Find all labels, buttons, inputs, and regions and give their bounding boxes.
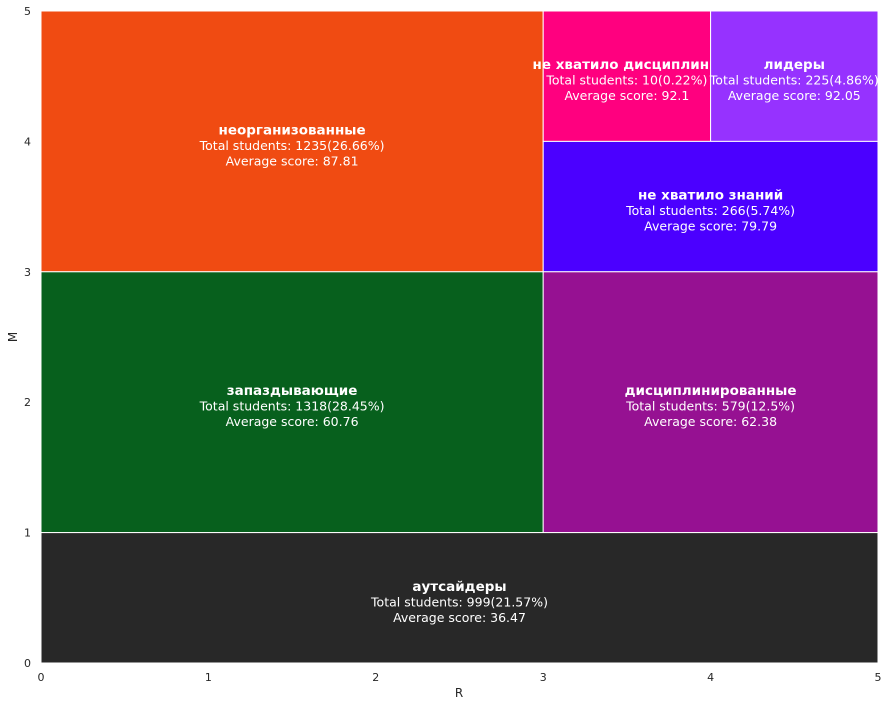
segment-rect [542, 10, 712, 142]
segment-name: лидеры [764, 57, 825, 73]
segment-score: Average score: 92.05 [728, 88, 861, 103]
x-tick-label: 2 [372, 671, 379, 684]
y-tick-label: 5 [24, 5, 31, 18]
segment-name: не хватило знаний [638, 188, 783, 204]
x-tick-label: 4 [707, 671, 714, 684]
segment-name: дисциплинированные [625, 383, 797, 399]
segment-students: Total students: 266(5.74%) [625, 203, 795, 218]
y-tick-label: 2 [24, 396, 31, 409]
segment-name: аутсайдеры [412, 579, 506, 595]
segment-rect [40, 271, 544, 534]
segment-score: Average score: 36.47 [393, 610, 526, 625]
y-axis-ticks: 0 1 2 3 4 5 [24, 5, 31, 670]
segment-score: Average score: 79.79 [644, 219, 777, 234]
segment-students: Total students: 579(12.5%) [625, 399, 795, 414]
y-tick-label: 3 [24, 266, 31, 279]
segment-score: Average score: 87.81 [226, 153, 359, 168]
x-tick-label: 1 [205, 671, 212, 684]
segment-rect [542, 140, 879, 273]
segment-score: Average score: 92.1 [564, 88, 689, 103]
segment-students: Total students: 1318(28.45%) [199, 399, 385, 414]
x-axis-ticks: 0 1 2 3 4 5 [38, 671, 882, 684]
segment-students: Total students: 225(4.86%) [709, 73, 879, 88]
x-tick-label: 0 [38, 671, 45, 684]
segment-students: Total students: 1235(26.66%) [199, 138, 385, 153]
segment-score: Average score: 62.38 [644, 414, 777, 429]
segment-students: Total students: 999(21.57%) [370, 594, 548, 609]
segment-name: не хватило дисциплины [533, 57, 722, 73]
y-tick-label: 1 [24, 527, 31, 540]
y-tick-label: 4 [24, 135, 31, 148]
x-tick-label: 3 [540, 671, 547, 684]
segment-students: Total students: 10(0.22%) [545, 73, 707, 88]
y-tick-label: 0 [24, 657, 31, 670]
segment-rect [710, 10, 879, 142]
x-tick-label: 5 [875, 671, 882, 684]
segment-name: запаздывающие [227, 383, 358, 399]
segment-rect [542, 271, 879, 534]
segment-rect [40, 10, 544, 273]
y-axis-label: M [6, 332, 20, 342]
segment-score: Average score: 60.76 [226, 414, 359, 429]
segment-name: неорганизованные [219, 122, 366, 138]
x-axis-label: R [455, 686, 463, 700]
segment-rect [40, 532, 879, 664]
